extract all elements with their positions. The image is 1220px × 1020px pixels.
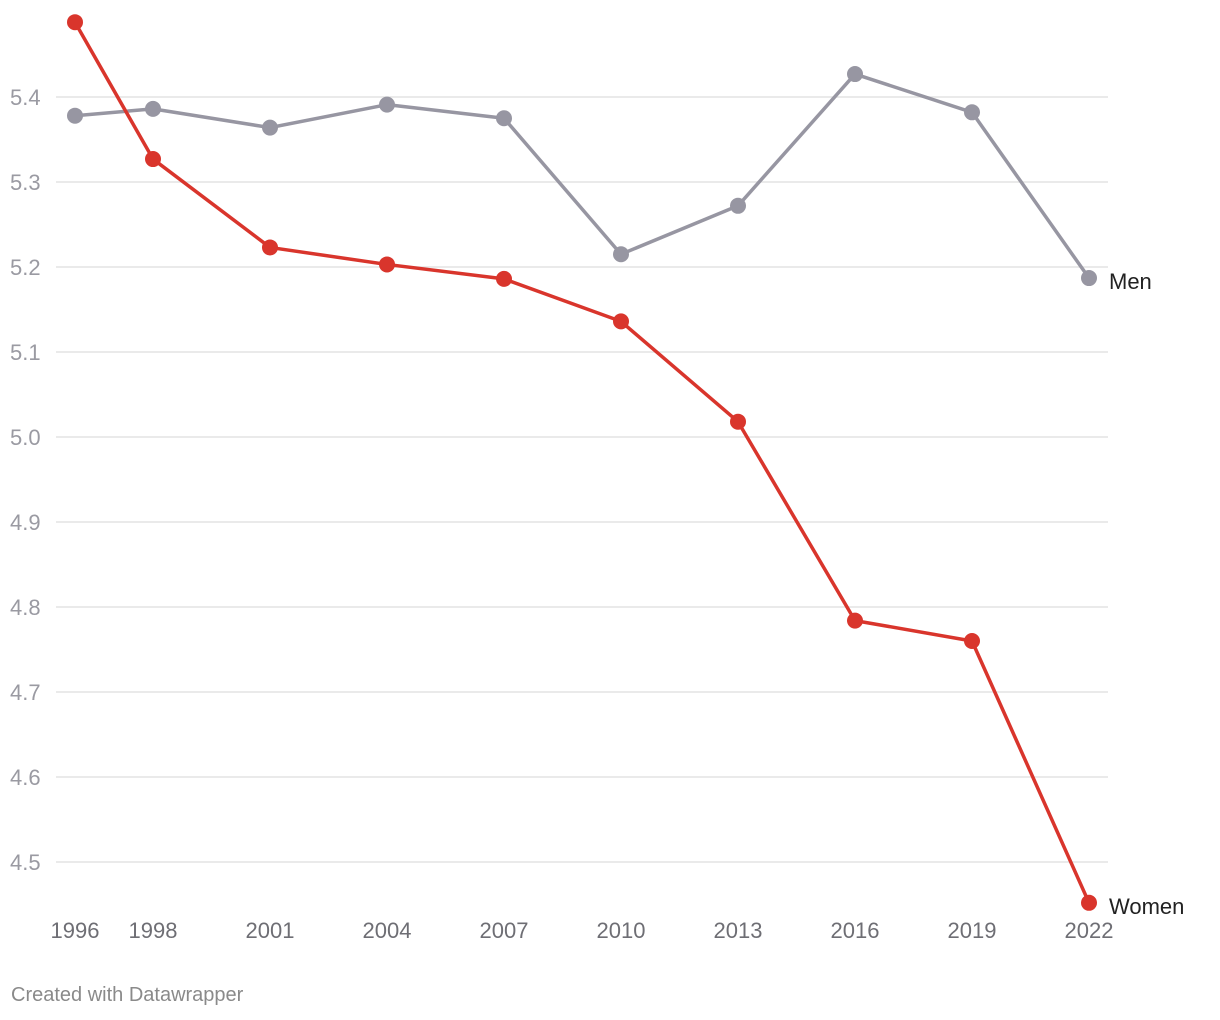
- x-tick-label: 2001: [246, 918, 295, 943]
- series-line-men: [74, 72, 1091, 280]
- data-point-men: [145, 100, 161, 117]
- y-tick-label: 4.9: [10, 510, 41, 535]
- x-tick-label: 2010: [597, 918, 646, 943]
- y-tick-label: 5.1: [10, 340, 41, 365]
- y-tick-label: 5.0: [10, 425, 41, 450]
- y-axis-ticks: 4.5 4.6 4.7 4.8 4.9 5.0 5.1 5.2 5.3 5.4: [10, 85, 41, 875]
- series-label-men: Men: [1109, 269, 1152, 294]
- data-point-men: [1081, 270, 1097, 287]
- data-point-men: [496, 110, 512, 127]
- data-point-men: [730, 197, 746, 214]
- data-point-women: [730, 413, 746, 430]
- data-point-men: [613, 246, 629, 263]
- grid-lines: [56, 96, 1108, 863]
- data-point-women: [964, 633, 980, 649]
- y-tick-label: 4.7: [10, 680, 41, 705]
- x-tick-label: 1998: [129, 918, 178, 943]
- series-label-women: Women: [1109, 894, 1184, 919]
- y-tick-label: 5.3: [10, 170, 41, 195]
- y-tick-label: 4.5: [10, 850, 41, 875]
- data-point-women: [67, 14, 83, 31]
- x-tick-label: 1996: [51, 918, 100, 943]
- y-tick-label: 5.4: [10, 85, 41, 110]
- data-point-men: [379, 96, 395, 113]
- data-point-women: [379, 256, 395, 273]
- x-axis-ticks: 1996 1998 2001 2004 2007 2010 2013 2016 2019 2022: [51, 918, 1114, 943]
- data-point-women: [496, 270, 512, 287]
- data-point-women: [145, 151, 161, 168]
- data-point-women: [1081, 894, 1097, 911]
- x-tick-label: 2004: [363, 918, 412, 943]
- data-point-women: [262, 239, 278, 256]
- data-point-women: [847, 612, 863, 629]
- y-tick-label: 5.2: [10, 255, 41, 280]
- data-point-women: [613, 313, 629, 330]
- x-tick-label: 2013: [714, 918, 763, 943]
- series-layer: Men Women: [67, 14, 1184, 919]
- x-tick-label: 2022: [1065, 918, 1114, 943]
- credit-text: Created with Datawrapper: [11, 984, 244, 1006]
- y-tick-label: 4.6: [10, 765, 41, 790]
- data-point-men: [847, 66, 863, 83]
- x-tick-label: 2016: [831, 918, 880, 943]
- data-point-men: [262, 119, 278, 136]
- series-women: Women: [67, 14, 1184, 919]
- y-tick-label: 4.8: [10, 595, 41, 620]
- series-line-women: [73, 21, 1091, 904]
- series-men: Men: [67, 66, 1152, 294]
- data-point-men: [67, 107, 83, 124]
- data-point-men: [964, 104, 980, 121]
- x-tick-label: 2019: [948, 918, 997, 943]
- x-tick-label: 2007: [480, 918, 529, 943]
